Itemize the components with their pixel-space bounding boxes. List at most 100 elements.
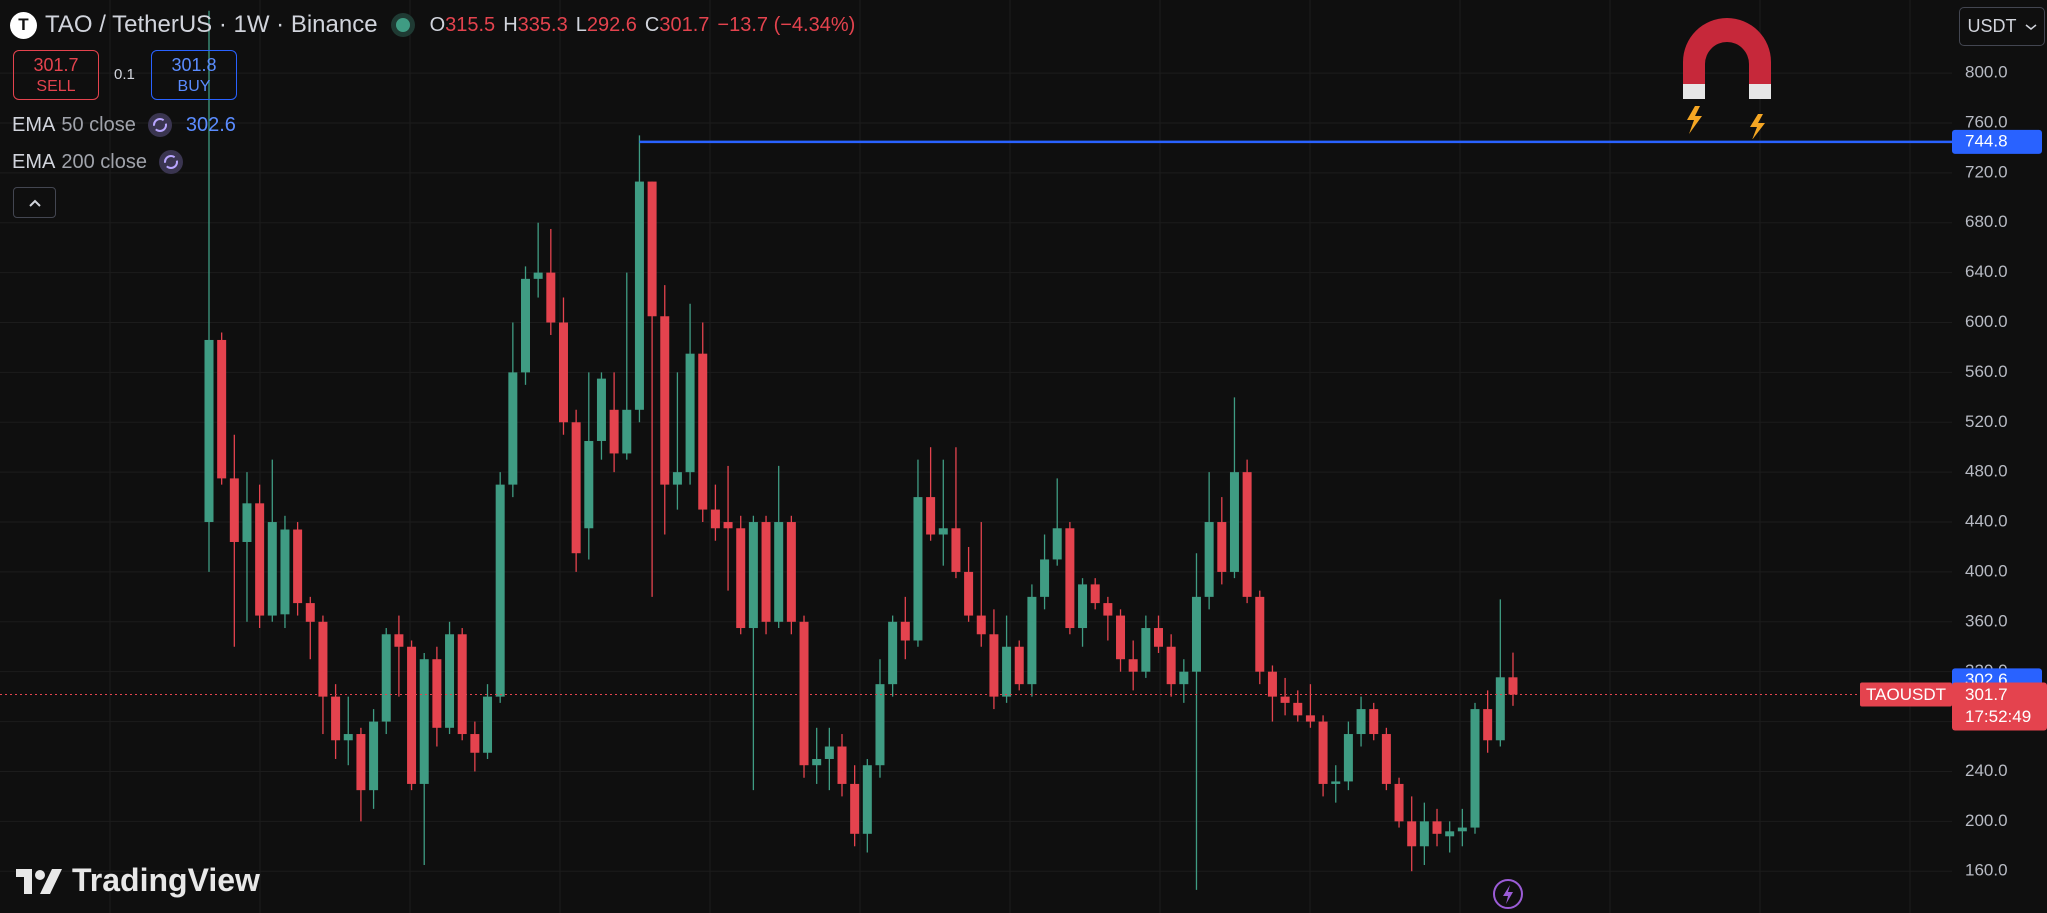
- candle-body: [1267, 671, 1277, 697]
- spread: 0.1: [114, 66, 135, 83]
- candle-body: [1002, 646, 1012, 697]
- price-badge-label: 301.7: [1965, 685, 2008, 704]
- y-tick-label: 240.0: [1965, 761, 2008, 780]
- h-label: H: [503, 13, 518, 36]
- l-label: L: [575, 13, 587, 36]
- candle-body: [1432, 821, 1442, 834]
- indicator-name: EMA: [12, 113, 56, 136]
- candle-body: [989, 634, 999, 697]
- candle-body: [710, 509, 720, 529]
- candle-body: [1103, 603, 1113, 616]
- o-value: 315.5: [445, 13, 496, 36]
- candle-body: [596, 378, 606, 441]
- candle-body: [1280, 696, 1290, 703]
- indicator-value: 302.6: [185, 113, 236, 136]
- logo-mark: [16, 868, 62, 894]
- candle-body: [1040, 559, 1050, 597]
- candle-body: [1293, 702, 1303, 716]
- refresh-icon: [163, 155, 178, 169]
- candle-body: [622, 409, 632, 454]
- lightning-button[interactable]: [1492, 878, 1524, 910]
- y-tick-label: 200.0: [1965, 811, 2008, 830]
- candle-body: [495, 484, 505, 697]
- market-status: [395, 18, 410, 32]
- candle-body: [1052, 528, 1062, 560]
- indicator-icon: [147, 113, 172, 137]
- price-badge: [1952, 682, 2047, 731]
- candle-body: [736, 528, 746, 629]
- candle-body: [381, 634, 391, 722]
- candle-body: [634, 181, 644, 410]
- y-tick-label: 680.0: [1965, 212, 2008, 231]
- sell-button[interactable]: 301.7 SELL: [13, 50, 99, 100]
- candle-body: [888, 621, 898, 685]
- currency-button[interactable]: USDT: [1959, 7, 2045, 46]
- buy-price: 301.8: [171, 55, 217, 75]
- candle-body: [1014, 646, 1024, 685]
- candle-body: [1242, 472, 1252, 597]
- candle-body: [343, 734, 353, 741]
- candle-body: [1331, 781, 1341, 784]
- candle-body: [723, 522, 733, 529]
- candle-body: [748, 522, 758, 629]
- candle-body: [900, 621, 910, 641]
- indicator-row[interactable]: EMA 200 close: [12, 150, 183, 174]
- candle-body: [1217, 522, 1227, 572]
- candle-body: [1229, 472, 1239, 572]
- candle-body: [293, 529, 303, 604]
- chevron-icon: [28, 199, 41, 207]
- indicator-params: 50 close: [61, 113, 136, 136]
- indicator-name: EMA: [12, 150, 56, 173]
- candle-body: [1255, 596, 1265, 672]
- candle-body: [1470, 709, 1480, 828]
- y-tick-label: 760.0: [1965, 112, 2008, 131]
- indicator-icon: [158, 150, 183, 174]
- candle-body: [786, 522, 796, 622]
- currency: USDT: [1967, 16, 2017, 36]
- candle-body: [1305, 715, 1315, 722]
- logo-text: TradingView: [72, 862, 260, 898]
- collapse-button[interactable]: [13, 187, 56, 218]
- candle-body: [926, 497, 936, 535]
- o-label: O: [429, 13, 446, 36]
- y-tick-label: 800.0: [1965, 63, 2008, 82]
- y-tick-label: 400.0: [1965, 561, 2008, 580]
- dropdown-icon: [2025, 23, 2036, 30]
- candle-body: [1141, 628, 1151, 672]
- candle-body: [964, 571, 974, 616]
- candle-body: [305, 603, 315, 622]
- candle-body: [584, 440, 594, 529]
- candle-body: [875, 684, 885, 766]
- y-tick-label: 160.0: [1965, 861, 2008, 880]
- candle-body: [1407, 821, 1417, 847]
- candle-body: [331, 696, 341, 741]
- candle-body: [1318, 721, 1328, 784]
- candle-body: [508, 372, 518, 485]
- candle-body: [1445, 831, 1455, 837]
- candle-body: [280, 529, 290, 615]
- symbol-badge: [1860, 682, 1952, 707]
- candle-body: [369, 721, 379, 791]
- candle-body: [685, 353, 695, 473]
- candle-body: [1381, 734, 1391, 784]
- candle-body: [951, 528, 961, 572]
- candle-body: [913, 497, 923, 641]
- sell-label: SELL: [36, 78, 76, 95]
- indicator-row[interactable]: EMA 50 close 302.6: [12, 113, 236, 137]
- candle-body: [1419, 821, 1429, 847]
- candle-body: [824, 746, 834, 759]
- hline-badge-label: 744.8: [1965, 131, 2008, 150]
- buy-button[interactable]: 301.8 BUY: [151, 50, 237, 100]
- candle-body: [761, 522, 771, 622]
- y-tick-label: 440.0: [1965, 512, 2008, 531]
- candle-body: [938, 528, 948, 535]
- candle-body: [1166, 646, 1176, 685]
- candle-body: [457, 634, 467, 735]
- c-value: 301.7: [659, 13, 710, 36]
- candle-body: [1394, 783, 1404, 822]
- candle-body: [229, 478, 239, 542]
- candle-body: [862, 765, 872, 834]
- candle-body: [812, 758, 822, 766]
- c-label: C: [644, 13, 660, 36]
